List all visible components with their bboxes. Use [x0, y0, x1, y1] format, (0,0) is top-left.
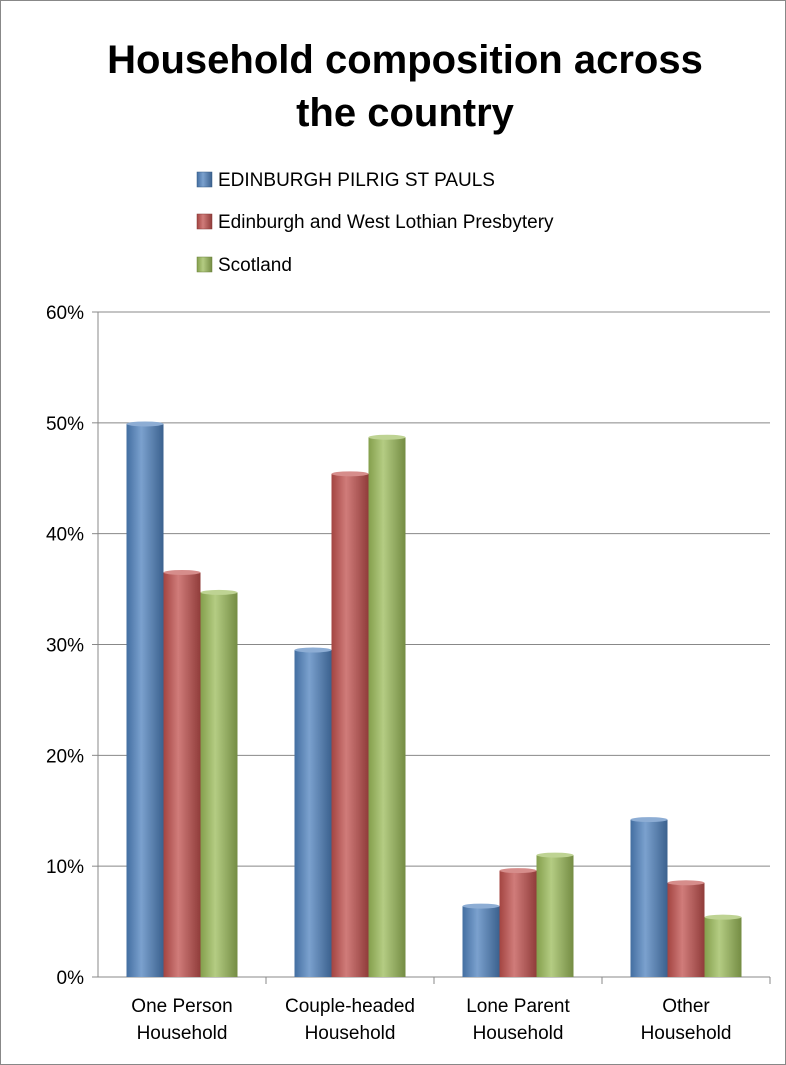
bar-top — [499, 868, 537, 874]
bar-top — [704, 914, 742, 920]
bar-body — [499, 870, 537, 977]
y-tick-label-50: 50% — [46, 414, 84, 435]
bar-0-2 — [200, 589, 238, 977]
legend: EDINBURGH PILRIG ST PAULS Edinburgh and … — [196, 170, 554, 276]
chart-title-line-2: the country — [296, 91, 515, 135]
legend-swatch-series-2 — [196, 213, 213, 230]
bar-body — [667, 882, 705, 977]
bar-body — [536, 855, 574, 977]
bar-body — [630, 819, 668, 977]
bar-top — [200, 589, 238, 595]
bar-2-1 — [499, 868, 537, 977]
bar-3-0 — [630, 817, 668, 977]
bar-body — [163, 572, 201, 977]
bar-top — [630, 817, 668, 823]
bar-0-0 — [126, 421, 164, 978]
x-category-label-1-line-1: Household — [305, 1023, 396, 1044]
bar-body — [368, 437, 406, 977]
bar-body — [126, 423, 164, 978]
x-axis-category-labels: One Person Household Couple-headed Househol… — [131, 996, 731, 1044]
x-category-label-1-line-0: Couple-headed — [285, 996, 415, 1017]
x-category-label-0-line-0: One Person — [131, 996, 232, 1017]
y-tick-label-10: 10% — [46, 857, 84, 878]
legend-swatch-series-3 — [196, 256, 213, 273]
legend-label-series-3: Scotland — [218, 255, 292, 276]
bar-body — [704, 917, 742, 977]
y-tick-label-30: 30% — [46, 636, 84, 657]
bar-body — [294, 650, 332, 977]
bar-body — [200, 592, 238, 977]
chart-title-line-1: Household composition across — [107, 38, 703, 82]
bar-top — [667, 880, 705, 886]
chart-title: Household composition across the country — [107, 38, 703, 135]
y-tick-label-40: 40% — [46, 525, 84, 546]
legend-label-series-2: Edinburgh and West Lothian Presbytery — [218, 212, 554, 233]
x-category-label-3-line-0: Other — [662, 996, 710, 1017]
bar-body — [462, 906, 500, 977]
y-axis-tick-labels: 0% 10% 20% 30% 40% 50% 60% — [46, 303, 84, 989]
bar-3-2 — [704, 914, 742, 977]
legend-swatch-series-1 — [196, 171, 213, 188]
bar-top — [536, 852, 574, 858]
bar-0-1 — [163, 569, 201, 977]
x-category-label-0-line-1: Household — [137, 1023, 228, 1044]
legend-label-series-1: EDINBURGH PILRIG ST PAULS — [218, 170, 495, 191]
y-tick-label-20: 20% — [46, 746, 84, 767]
bar-1-1 — [331, 471, 369, 977]
bar-top — [294, 647, 332, 653]
y-tick-label-60: 60% — [46, 303, 84, 324]
bar-2-2 — [536, 852, 574, 977]
x-category-label-2-line-0: Lone Parent — [466, 996, 570, 1017]
bar-top — [368, 434, 406, 440]
bar-1-0 — [294, 647, 332, 977]
bar-top — [462, 903, 500, 909]
bar-body — [331, 473, 369, 977]
x-category-label-3-line-1: Household — [641, 1023, 732, 1044]
bar-top — [163, 569, 201, 575]
bar-1-2 — [368, 434, 406, 977]
x-category-label-2-line-1: Household — [473, 1023, 564, 1044]
bar-top — [126, 421, 164, 427]
bar-3-1 — [667, 880, 705, 977]
bars — [126, 421, 742, 978]
y-tick-label-0: 0% — [57, 968, 85, 989]
bar-2-0 — [462, 903, 500, 977]
bar-top — [331, 471, 369, 477]
